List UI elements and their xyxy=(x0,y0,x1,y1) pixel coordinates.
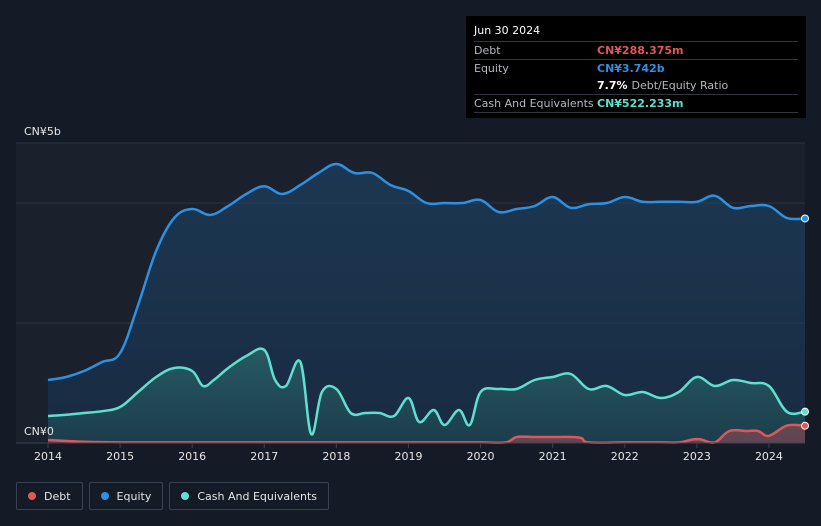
legend-item-equity[interactable]: Equity xyxy=(88,482,164,510)
end-marker-debt xyxy=(801,421,809,430)
x-tick-label: 2023 xyxy=(683,450,711,463)
end-marker-equity xyxy=(801,214,809,223)
y-tick-label-top: CN¥5b xyxy=(24,125,61,138)
tooltip-panel: Jun 30 2024 Debt CN¥288.375m Equity CN¥3… xyxy=(466,16,806,118)
tooltip-row-cash: Cash And Equivalents CN¥522.233m xyxy=(474,94,798,113)
legend-item-cash[interactable]: Cash And Equivalents xyxy=(169,482,329,510)
x-tick-label: 2020 xyxy=(467,450,495,463)
tooltip-debt-value: CN¥288.375m xyxy=(597,44,684,57)
x-tick-label: 2024 xyxy=(755,450,783,463)
tooltip-equity-value: CN¥3.742b xyxy=(597,62,665,75)
tooltip-ratio-value: 7.7% xyxy=(597,79,628,92)
tooltip-equity-label: Equity xyxy=(474,62,509,75)
tooltip-cash-value: CN¥522.233m xyxy=(597,97,684,110)
x-tick-label: 2022 xyxy=(611,450,639,463)
x-tick-label: 2016 xyxy=(178,450,206,463)
tooltip-row-equity: Equity CN¥3.742b xyxy=(474,59,798,77)
tooltip-ratio-label: Debt/Equity Ratio xyxy=(631,79,729,92)
line-debt xyxy=(47,423,806,445)
x-axis: 2014 2015 2016 2017 2018 2019 2020 2021 2022 2023… xyxy=(16,442,805,463)
tooltip-row-debt: Debt CN¥288.375m xyxy=(474,41,798,59)
tooltip-date: Jun 30 2024 xyxy=(474,24,541,37)
chart-legend: Debt Equity Cash And Equivalents xyxy=(16,482,329,510)
series-layer xyxy=(47,162,809,445)
area-cash-and-equivalents xyxy=(48,348,805,443)
legend-label-debt: Debt xyxy=(44,489,71,503)
end-marker-cash-and-equivalents xyxy=(801,407,809,416)
tooltip-cash-label: Cash And Equivalents xyxy=(474,97,594,110)
legend-dot-equity xyxy=(100,492,109,500)
tooltip-debt-label: Debt xyxy=(474,44,501,57)
x-tick-label: 2018 xyxy=(322,450,350,463)
y-tick-label-bottom: CN¥0 xyxy=(24,425,54,438)
legend-item-debt[interactable]: Debt xyxy=(16,482,83,510)
area-debt xyxy=(48,424,805,443)
x-tick-label: 2019 xyxy=(394,450,422,463)
x-tick-label: 2021 xyxy=(539,450,567,463)
line-cash-and-equivalents xyxy=(47,347,806,436)
legend-dot-debt xyxy=(28,492,36,500)
tooltip-row-ratio: 7.7% Debt/Equity Ratio xyxy=(474,77,798,94)
x-tick-label: 2014 xyxy=(34,450,62,463)
x-tick-label: 2017 xyxy=(250,450,278,463)
legend-dot-cash xyxy=(181,492,190,500)
line-equity xyxy=(47,162,806,382)
legend-label-equity: Equity xyxy=(116,489,152,503)
x-tick-label: 2015 xyxy=(106,450,134,463)
legend-label-cash: Cash And Equivalents xyxy=(197,489,317,503)
